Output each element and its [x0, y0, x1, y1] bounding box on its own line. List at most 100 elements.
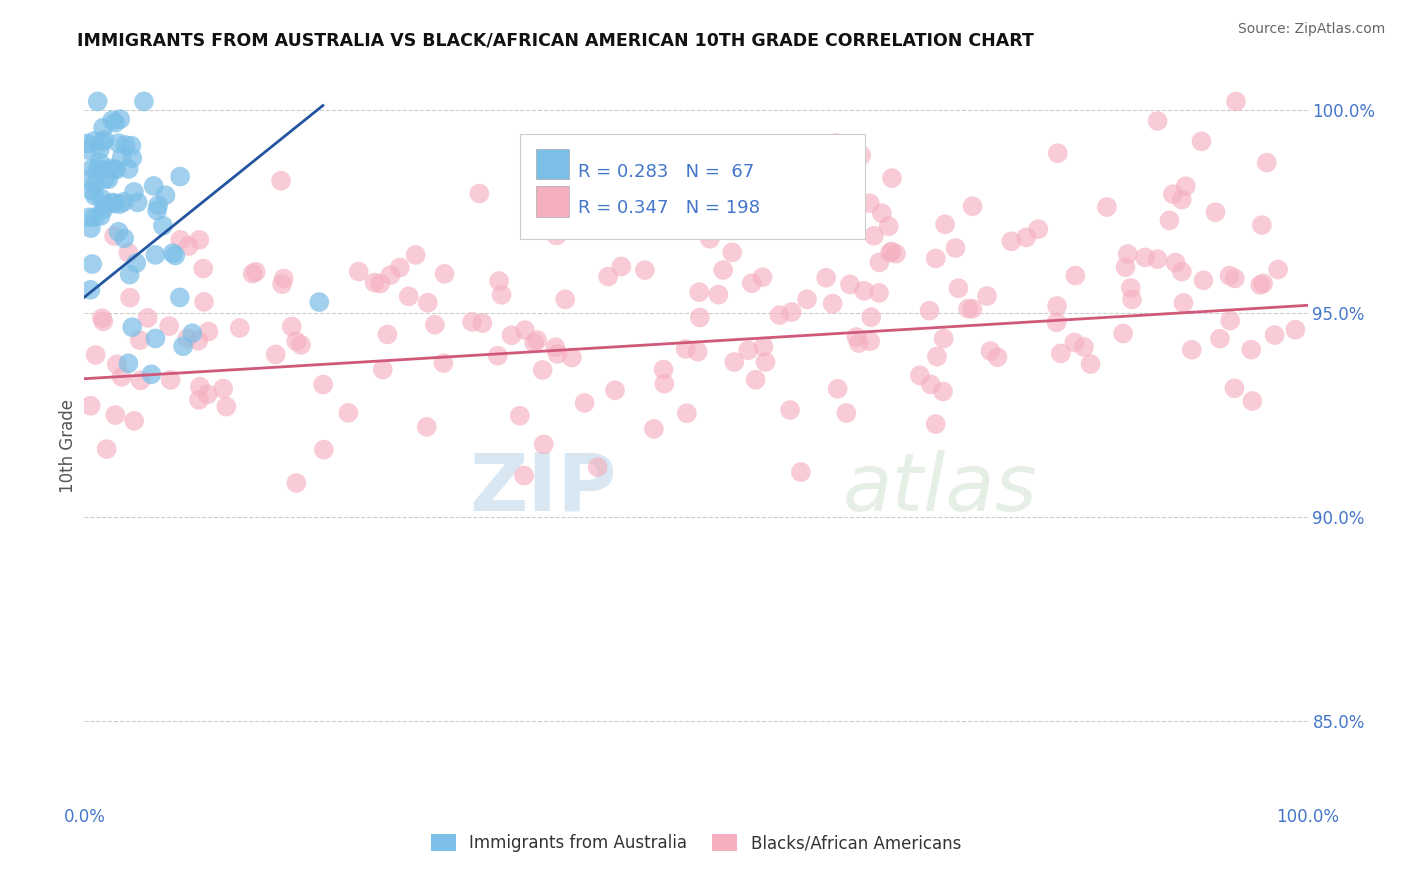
- Point: [197, 387, 219, 401]
- Point: [1181, 343, 1204, 357]
- Point: [825, 136, 848, 150]
- Point: [513, 323, 536, 337]
- Point: [337, 406, 360, 420]
- Point: [513, 468, 536, 483]
- Point: [1225, 95, 1247, 109]
- Point: [145, 331, 167, 345]
- Point: [574, 396, 596, 410]
- Point: [103, 162, 125, 177]
- Point: [686, 344, 709, 359]
- Point: [548, 190, 571, 204]
- Point: [117, 161, 139, 176]
- Point: [110, 112, 132, 127]
- Point: [780, 305, 803, 319]
- Point: [312, 442, 335, 457]
- Point: [868, 285, 890, 300]
- Point: [108, 197, 131, 211]
- Point: [107, 136, 129, 151]
- Point: [145, 248, 167, 262]
- Point: [707, 287, 730, 301]
- Point: [162, 246, 184, 260]
- Point: [142, 178, 165, 193]
- Point: [93, 202, 115, 217]
- Point: [925, 350, 948, 364]
- Point: [79, 399, 101, 413]
- Point: [1223, 381, 1246, 395]
- Point: [598, 269, 620, 284]
- Point: [280, 319, 302, 334]
- Point: [212, 382, 235, 396]
- Point: [90, 135, 112, 149]
- Point: [1241, 394, 1264, 409]
- Point: [129, 373, 152, 387]
- Point: [176, 331, 198, 345]
- Point: [880, 244, 903, 259]
- Point: [432, 356, 454, 370]
- Point: [1256, 155, 1278, 169]
- Point: [128, 333, 150, 347]
- Point: [741, 276, 763, 290]
- Legend: Immigrants from Australia, Blacks/African Americans: Immigrants from Australia, Blacks/Africa…: [425, 827, 967, 859]
- Point: [229, 321, 252, 335]
- Point: [643, 422, 665, 436]
- Point: [1146, 114, 1168, 128]
- Point: [744, 373, 766, 387]
- Point: [523, 335, 546, 350]
- Point: [853, 284, 876, 298]
- Y-axis label: 10th Grade: 10th Grade: [59, 399, 77, 493]
- Point: [159, 373, 181, 387]
- Point: [752, 339, 775, 353]
- Text: Source: ZipAtlas.com: Source: ZipAtlas.com: [1237, 22, 1385, 37]
- Point: [1191, 134, 1213, 148]
- Point: [101, 195, 124, 210]
- Point: [188, 233, 211, 247]
- Point: [245, 265, 267, 279]
- Point: [920, 377, 942, 392]
- Point: [188, 379, 211, 393]
- Point: [526, 333, 548, 347]
- Point: [1264, 328, 1286, 343]
- Point: [136, 310, 159, 325]
- Point: [172, 339, 194, 353]
- Point: [554, 293, 576, 307]
- Point: [932, 332, 955, 346]
- Point: [120, 138, 142, 153]
- Text: IMMIGRANTS FROM AUSTRALIA VS BLACK/AFRICAN AMERICAN 10TH GRADE CORRELATION CHART: IMMIGRANTS FROM AUSTRALIA VS BLACK/AFRIC…: [77, 31, 1035, 49]
- Point: [934, 218, 956, 232]
- Point: [779, 403, 801, 417]
- Point: [544, 340, 567, 354]
- Point: [89, 209, 111, 223]
- Point: [155, 188, 177, 202]
- Point: [859, 334, 882, 349]
- Point: [488, 274, 510, 288]
- Point: [82, 257, 104, 271]
- Point: [848, 336, 870, 351]
- Point: [97, 172, 120, 186]
- Point: [181, 326, 204, 341]
- Point: [815, 270, 838, 285]
- Point: [751, 270, 773, 285]
- Point: [103, 229, 125, 244]
- Point: [723, 355, 745, 369]
- Point: [1050, 346, 1073, 360]
- Point: [91, 311, 114, 326]
- Point: [111, 370, 134, 384]
- Point: [380, 268, 402, 282]
- Point: [84, 348, 107, 362]
- Point: [1045, 315, 1067, 329]
- Point: [1133, 251, 1156, 265]
- Point: [770, 191, 793, 205]
- Point: [1112, 326, 1135, 341]
- Point: [868, 255, 890, 269]
- Point: [461, 315, 484, 329]
- Point: [603, 383, 626, 397]
- Point: [148, 198, 170, 212]
- Point: [169, 169, 191, 184]
- Point: [1063, 335, 1085, 350]
- Point: [860, 310, 883, 325]
- Point: [125, 256, 148, 270]
- Point: [107, 225, 129, 239]
- Point: [796, 293, 818, 307]
- Point: [76, 136, 98, 151]
- Point: [1064, 268, 1087, 283]
